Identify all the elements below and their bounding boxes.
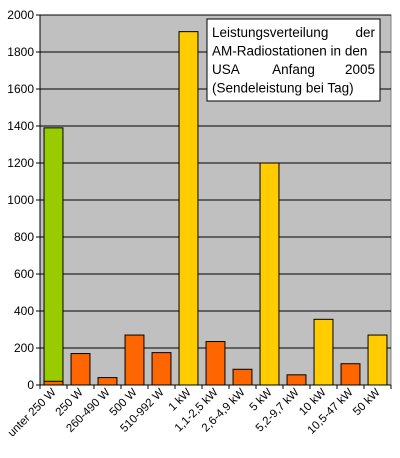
y-tick-label: 200 <box>14 341 34 355</box>
bar-11 <box>340 363 361 386</box>
bar-10 <box>313 318 334 386</box>
y-tick-label: 600 <box>14 267 34 281</box>
y-tick-label: 2000 <box>7 8 34 22</box>
title-word: (Sendeleistung bei Tag) <box>212 81 354 96</box>
title-word: Anfang <box>272 62 315 77</box>
y-tick-label: 0 <box>27 378 34 392</box>
x-tick-label: 50 kW <box>351 387 383 419</box>
bar-7 <box>232 368 253 386</box>
bar-3 <box>124 334 145 386</box>
y-tick-label: 1400 <box>7 119 34 133</box>
bar-12 <box>367 334 388 386</box>
bar-overlay <box>43 380 64 386</box>
bar-2 <box>97 377 118 386</box>
title-box <box>206 18 381 102</box>
y-tick-label: 1200 <box>7 156 34 170</box>
bar-5 <box>178 31 199 386</box>
bars <box>43 31 388 386</box>
bar-8 <box>259 162 280 386</box>
bar-4 <box>151 352 172 386</box>
title-word: Leistungsverteilung <box>212 25 328 40</box>
bar-6 <box>205 341 226 386</box>
chart-title: Leistungsverteilung der AM-Radiostationen … <box>206 18 381 102</box>
title-word: AM-Radiostationen in den <box>212 44 367 59</box>
y-tick-label: 800 <box>14 230 34 244</box>
x-tick-label: unter 250 W <box>6 387 59 440</box>
bar-9 <box>286 374 307 386</box>
y-tick-label: 1800 <box>7 45 34 59</box>
y-tick-label: 1600 <box>7 82 34 96</box>
y-tick-label: 1000 <box>7 193 34 207</box>
title-word: der <box>355 25 375 40</box>
y-axis-ticks: 0 200 400 600 800 1000 1200 1400 1600 1800 2000 <box>7 8 40 392</box>
bar-1 <box>70 353 91 386</box>
title-word: USA <box>212 62 240 77</box>
title-word: 2005 <box>345 62 375 77</box>
bar-0 <box>43 127 64 386</box>
y-tick-label: 400 <box>14 304 34 318</box>
